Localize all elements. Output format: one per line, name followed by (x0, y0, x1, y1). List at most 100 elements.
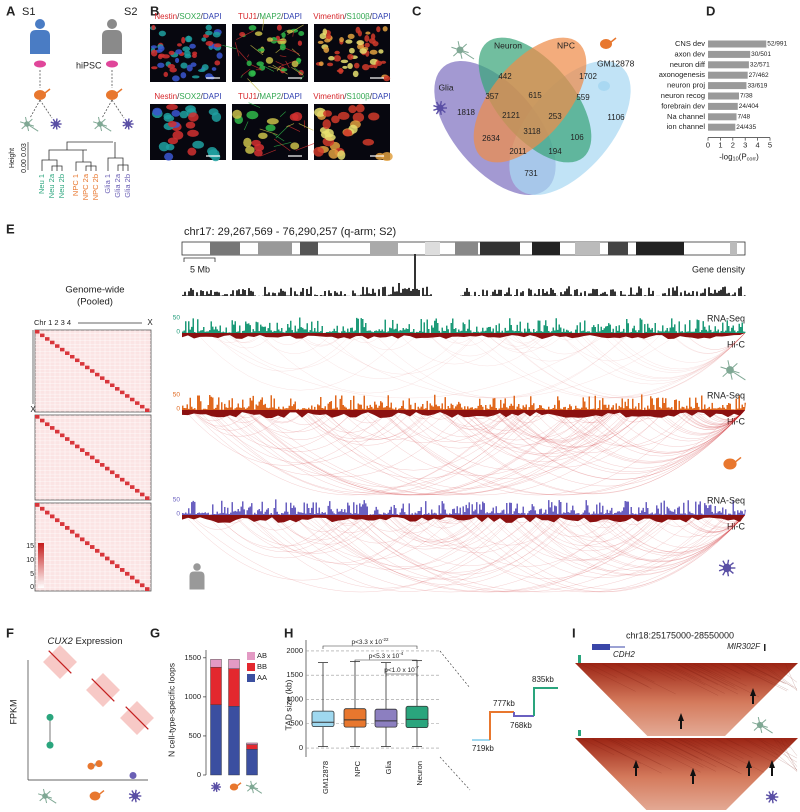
label-part: p<3.3 x 10 (351, 639, 382, 646)
label-part: / (281, 92, 284, 101)
bar-segment (228, 659, 240, 669)
arc (558, 332, 746, 385)
arc (435, 409, 506, 430)
category-label: Na channel (667, 112, 705, 121)
arc (461, 409, 590, 446)
arc (356, 514, 573, 575)
cell (291, 60, 299, 68)
hic-texture (602, 663, 652, 689)
label-part: MAP2 (259, 92, 281, 101)
arc (500, 332, 746, 399)
arc (355, 514, 656, 593)
cell (376, 26, 381, 33)
label-part: S100β (347, 12, 371, 21)
arc (454, 409, 543, 435)
npc-icon (229, 783, 239, 791)
hic-texture (678, 738, 721, 761)
cell (248, 25, 257, 31)
hic-texture (606, 738, 640, 756)
cell (151, 66, 158, 70)
arc (341, 514, 746, 593)
arc (184, 514, 422, 581)
cell (276, 24, 282, 31)
arc (273, 514, 382, 545)
ideogram-band (300, 242, 318, 255)
panel-label: G (150, 625, 160, 640)
category-label: neuron diff (670, 60, 706, 69)
hic-arcs (183, 409, 746, 496)
arc (304, 514, 677, 593)
person-head (193, 563, 201, 571)
arc (551, 514, 746, 569)
arc (308, 409, 612, 494)
tick-label: 0.00 (21, 159, 28, 173)
label-part: / (257, 92, 260, 101)
cell (157, 62, 165, 68)
bar-segment (246, 742, 258, 745)
fiber (275, 124, 290, 139)
box (405, 705, 429, 729)
cell (172, 130, 184, 140)
arc (233, 514, 373, 554)
leaf-label: Glia 2b (123, 174, 132, 198)
hic-texture (662, 663, 706, 686)
arc (656, 409, 746, 435)
arc (256, 332, 333, 354)
label-part: Nestin (154, 12, 177, 21)
arc (297, 409, 413, 442)
diag-block (80, 362, 85, 366)
fiber (268, 65, 284, 72)
arc (230, 409, 604, 496)
cell (368, 112, 380, 121)
diag-block (90, 545, 95, 549)
bar (708, 71, 748, 79)
arc (439, 409, 513, 431)
arc (431, 514, 664, 580)
cell (191, 75, 200, 79)
neuron-icon (451, 41, 475, 60)
arc (313, 332, 680, 399)
gene-label: MIR302F (727, 642, 761, 651)
rna-seq (182, 499, 746, 515)
label-part: corr (747, 157, 757, 163)
hic-texture (772, 663, 798, 683)
set-label: Glia (438, 82, 453, 92)
arc (640, 409, 746, 439)
arc (485, 332, 546, 350)
label-part: MAP2 (259, 12, 281, 21)
fiber (234, 42, 240, 57)
cell (298, 31, 305, 36)
arc (246, 409, 355, 440)
arc (187, 514, 535, 593)
signal (578, 655, 581, 663)
cell (340, 59, 349, 64)
bar (708, 113, 737, 121)
diag-block (60, 433, 65, 438)
arc (512, 332, 746, 397)
diag-block (40, 418, 45, 423)
cell (257, 48, 265, 52)
panel-label: I (572, 625, 576, 640)
fiber (279, 55, 287, 58)
arc (227, 332, 264, 344)
category-label: CNS dev (675, 39, 705, 48)
hic-texture (680, 738, 738, 768)
bar (708, 102, 738, 110)
arc (299, 514, 672, 593)
fiber (273, 133, 285, 142)
arc (258, 409, 339, 432)
diag-block (75, 533, 80, 538)
arc (679, 409, 746, 429)
arc (326, 514, 430, 544)
arc (397, 332, 512, 365)
y-tick-label: 0 (299, 743, 303, 752)
sig-bracket (354, 659, 418, 663)
track-label: RNA-Seq (707, 390, 745, 400)
arc (596, 514, 746, 556)
category-label: neuron proj (667, 81, 705, 90)
stain-title: TUJ1/MAP2/DAPI (238, 12, 302, 21)
arc (557, 409, 746, 462)
neuron-icon (19, 116, 39, 132)
glia-icon (50, 118, 62, 130)
soma (436, 104, 444, 112)
